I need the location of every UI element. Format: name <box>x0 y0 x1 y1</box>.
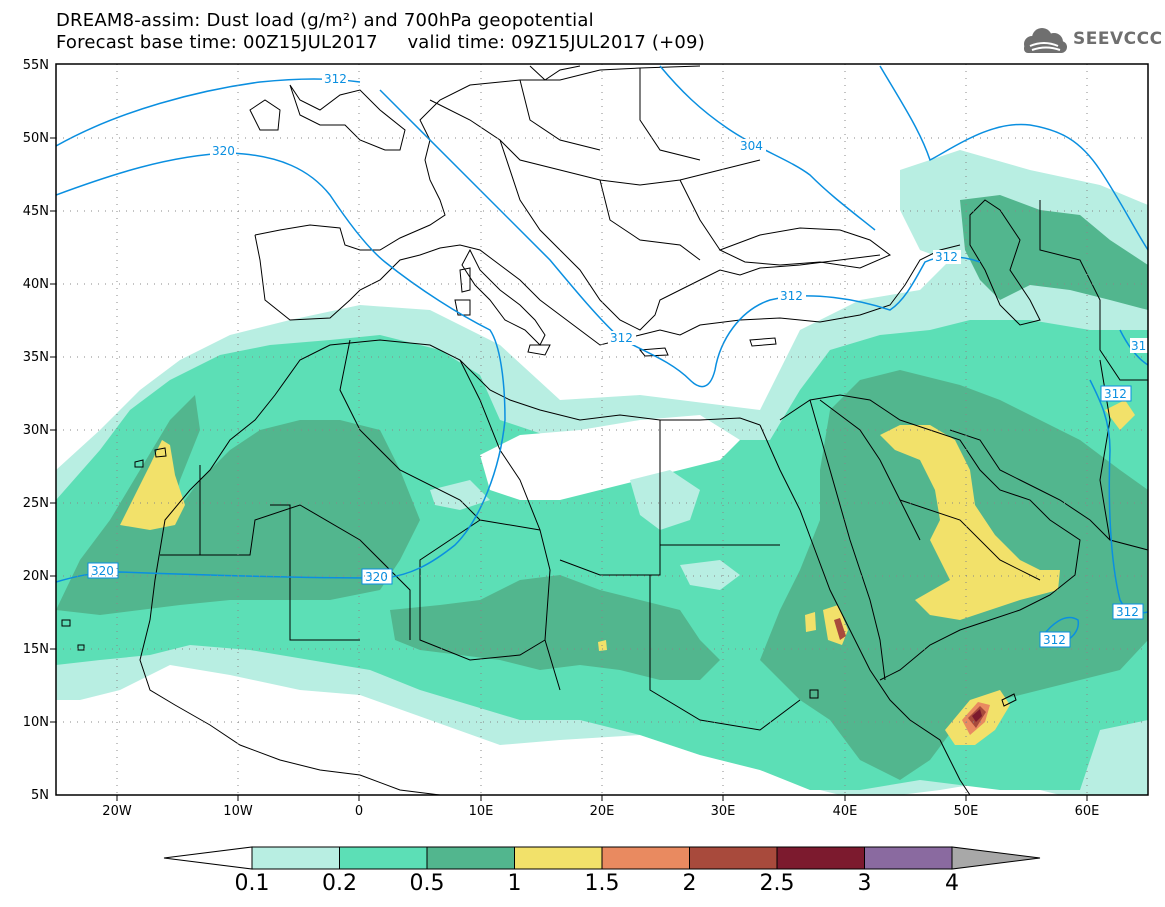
contour-label: 312 <box>1104 387 1127 401</box>
contour-label: 312 <box>610 331 633 345</box>
coastlines <box>61 65 1148 795</box>
dust-band-dark-north <box>960 195 1148 310</box>
lat-tick-label: 45N <box>23 204 49 219</box>
forecast-times: Forecast base time: 00Z15JUL2017 valid t… <box>56 32 705 53</box>
contour-label: 312 <box>935 250 958 264</box>
lon-tick-label: 60E <box>1075 804 1100 819</box>
lon-tick-label: 50E <box>954 804 979 819</box>
lat-tick-label: 25N <box>23 496 49 511</box>
clear-area-egypt <box>630 470 700 530</box>
lon-tick-label: 10E <box>469 804 494 819</box>
contour-label: 312 <box>324 72 347 86</box>
clear-area-sahara-west <box>430 480 490 510</box>
lat-tick-label: 50N <box>23 131 49 146</box>
lat-tick-label: 20N <box>23 569 49 584</box>
lat-tick-label: 15N <box>23 642 49 657</box>
contour-labels: 312 320 304 312 312 320 320 312 312 312 … <box>87 72 1148 648</box>
clear-area-libya <box>480 415 740 500</box>
lat-tick-label: 55N <box>23 58 49 73</box>
contour-label: 31 <box>1131 339 1146 353</box>
dust-band-maroon-horn <box>972 709 982 722</box>
dust-band-yellow-sudan <box>805 612 816 632</box>
lon-tick-label: 20E <box>590 804 615 819</box>
lat-ticks <box>50 137 1088 801</box>
lon-tick-label: 10W <box>223 804 253 819</box>
contour-label: 312 <box>1043 633 1066 647</box>
contour-label: 312 <box>780 289 803 303</box>
lat-tick-label: 30N <box>23 423 49 438</box>
lon-tick-label: 0 <box>355 804 363 819</box>
cloud-logo-icon <box>1024 28 1067 53</box>
lat-tick-label: 35N <box>23 350 49 365</box>
lat-tick-label: 5N <box>31 788 49 803</box>
clear-area-sudan <box>680 560 740 590</box>
graticule <box>56 64 1148 795</box>
logo-text: SEEVCCC <box>1073 29 1163 49</box>
lon-tick-label: 20W <box>102 804 132 819</box>
dust-band-dark-sahel <box>390 575 720 680</box>
dust-band-yellow-arabia <box>880 425 1060 620</box>
contour-label: 312 <box>1116 605 1139 619</box>
dust-band-yellow-iran <box>1105 400 1135 430</box>
contour-label: 320 <box>365 570 388 584</box>
lon-tick-label: 30E <box>711 804 736 819</box>
contour-label: 304 <box>740 139 763 153</box>
lat-tick-label: 40N <box>23 277 49 292</box>
contour-label: 320 <box>212 144 235 158</box>
lat-axis: 55N 50N 45N 40N 35N 30N 25N 20N 15N 10N … <box>23 58 49 803</box>
map-title: DREAM8-assim: Dust load (g/m²) and 700hP… <box>56 10 594 31</box>
dust-band-yellow-westafrica <box>120 440 185 530</box>
lon-axis: 20W 10W 0 10E 20E 30E 40E 50E 60E <box>102 804 1099 819</box>
contour-label: 320 <box>91 564 114 578</box>
dust-band-brown-redsea <box>834 618 846 640</box>
lon-tick-label: 40E <box>833 804 858 819</box>
lat-tick-label: 10N <box>23 715 49 730</box>
